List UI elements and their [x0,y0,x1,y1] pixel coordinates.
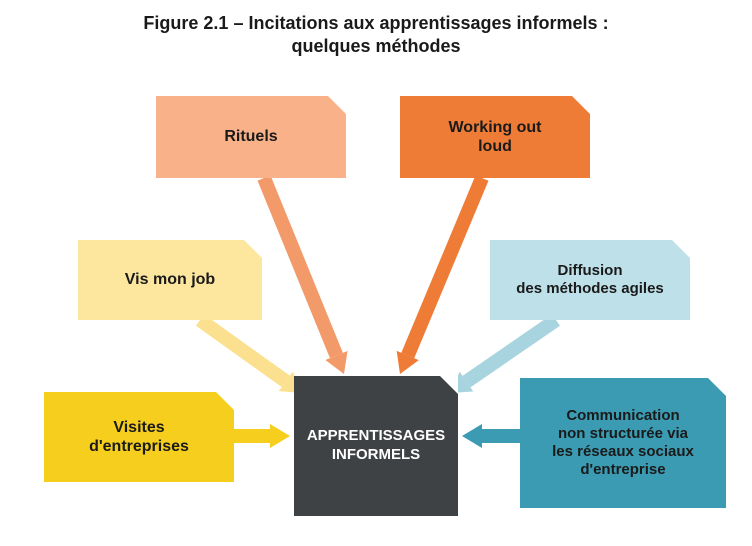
node-label: Working outloud [448,118,541,156]
figure-title-line1: Figure 2.1 – Incitations aux apprentissa… [0,12,752,35]
node-label: Visitesd'entreprises [89,418,189,456]
figure-title-line2: quelques méthodes [0,35,752,58]
center-fold-icon [440,376,458,394]
node-working_out_loud: Working outloud [400,96,590,178]
node-communication_rse: Communicationnon structurée viales résea… [520,378,726,508]
fold-icon [216,392,234,410]
fold-icon [572,96,590,114]
node-vis_mon_job: Vis mon job [78,240,262,320]
fold-icon [672,240,690,258]
node-label: Diffusiondes méthodes agiles [516,262,664,298]
center-label: APPRENTISSAGESINFORMELS [307,427,445,465]
fold-icon [328,96,346,114]
node-visites_entreprises: Visitesd'entreprises [44,392,234,482]
node-label: Vis mon job [125,270,215,289]
node-diffusion_agiles: Diffusiondes méthodes agiles [490,240,690,320]
diagram-stage: Figure 2.1 – Incitations aux apprentissa… [0,0,752,546]
node-rituels: Rituels [156,96,346,178]
node-label: Communicationnon structurée viales résea… [552,407,694,479]
fold-icon [244,240,262,258]
figure-title: Figure 2.1 – Incitations aux apprentissa… [0,12,752,57]
center-node: APPRENTISSAGESINFORMELS [294,376,458,516]
fold-icon [708,378,726,396]
node-label: Rituels [224,127,277,146]
